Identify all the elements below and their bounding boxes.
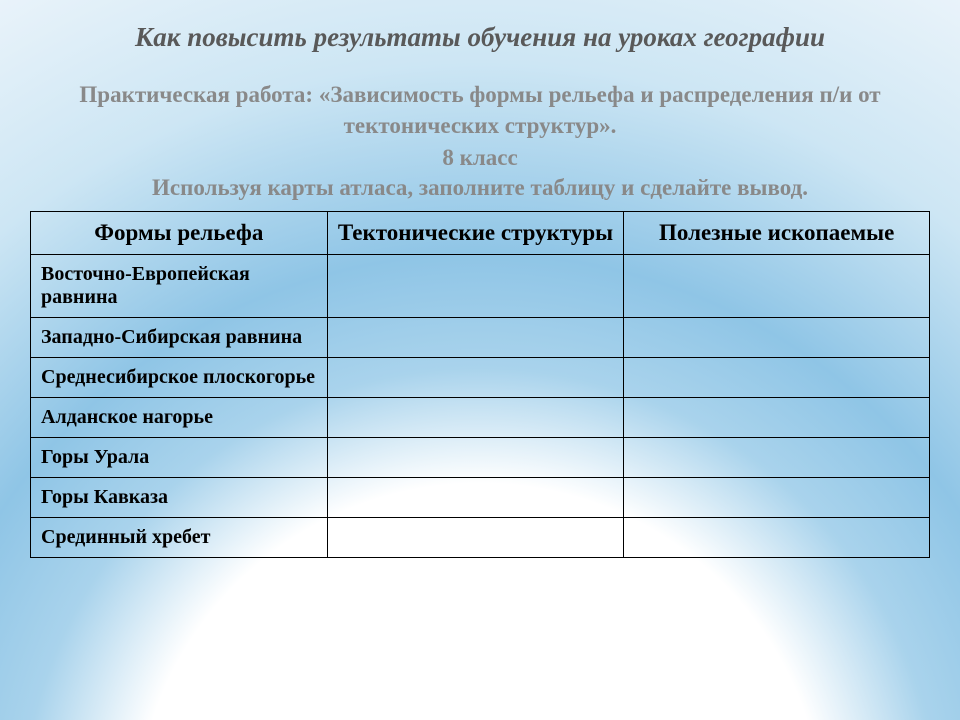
table-header-cell: Тектонические структуры: [327, 212, 624, 255]
table-cell: [624, 478, 930, 518]
row-label: Алданское нагорье: [31, 398, 328, 438]
subtitle-line-3: Используя карты атласа, заполните таблиц…: [30, 175, 930, 201]
table-header-row: Формы рельефа Тектонические структуры По…: [31, 212, 930, 255]
table-row: Западно-Сибирская равнина: [31, 318, 930, 358]
table-row: Горы Урала: [31, 438, 930, 478]
row-label: Горы Кавказа: [31, 478, 328, 518]
table-cell: [327, 398, 624, 438]
table-cell: [624, 518, 930, 558]
table-cell: [327, 438, 624, 478]
worksheet-table: Формы рельефа Тектонические структуры По…: [30, 211, 930, 558]
row-label: Восточно-Европейская равнина: [31, 255, 328, 318]
table-body: Восточно-Европейская равнина Западно-Сиб…: [31, 255, 930, 558]
table-cell: [327, 255, 624, 318]
row-label: Среднесибирское плоскогорье: [31, 358, 328, 398]
subtitle-line-1: Практическая работа: «Зависимость формы …: [30, 79, 930, 141]
table-row: Восточно-Европейская равнина: [31, 255, 930, 318]
table-row: Горы Кавказа: [31, 478, 930, 518]
page-title: Как повысить результаты обучения на урок…: [30, 22, 930, 53]
row-label: Срединный хребет: [31, 518, 328, 558]
row-label: Горы Урала: [31, 438, 328, 478]
table-header-cell: Полезные ископаемые: [624, 212, 930, 255]
table-cell: [624, 358, 930, 398]
row-label: Западно-Сибирская равнина: [31, 318, 328, 358]
table-row: Среднесибирское плоскогорье: [31, 358, 930, 398]
table-cell: [327, 358, 624, 398]
table-cell: [327, 318, 624, 358]
table-cell: [327, 478, 624, 518]
table-cell: [624, 438, 930, 478]
table-cell: [624, 398, 930, 438]
table-cell: [624, 255, 930, 318]
subtitle-line-2: 8 класс: [30, 145, 930, 171]
table-header-cell: Формы рельефа: [31, 212, 328, 255]
table-cell: [327, 518, 624, 558]
slide: Как повысить результаты обучения на урок…: [0, 0, 960, 720]
table-row: Алданское нагорье: [31, 398, 930, 438]
table-cell: [624, 318, 930, 358]
table-row: Срединный хребет: [31, 518, 930, 558]
